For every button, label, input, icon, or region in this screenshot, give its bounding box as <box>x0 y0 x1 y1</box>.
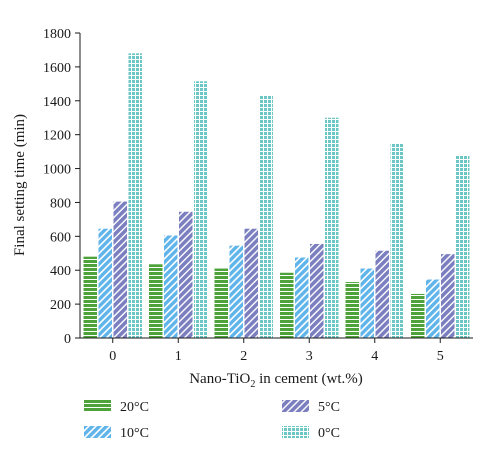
x-tick-label: 5 <box>437 349 444 364</box>
x-axis-title: Nano-TiO2 in cement (wt.%) <box>189 371 363 390</box>
bar-5c-0 <box>113 201 127 338</box>
x-tick-label: 0 <box>109 349 116 364</box>
bar-20c-5 <box>411 293 425 338</box>
bar-20c-4 <box>345 282 359 338</box>
bar-10c-1 <box>164 235 178 338</box>
bar-5c-5 <box>441 254 455 338</box>
x-tick-label: 2 <box>240 349 247 364</box>
bar-10c-2 <box>229 245 243 338</box>
bar-5c-4 <box>375 250 389 338</box>
bar-5c-3 <box>310 243 324 338</box>
bar-10c-5 <box>426 279 440 338</box>
x-tick-label: 3 <box>306 349 313 364</box>
bar-0c-4 <box>390 143 404 338</box>
bar-0c-1 <box>194 81 208 339</box>
bar-0c-5 <box>456 155 470 338</box>
bar-10c-0 <box>98 228 112 338</box>
legend-swatch <box>282 400 309 412</box>
y-tick-label: 800 <box>50 196 71 211</box>
bars-group <box>83 53 470 339</box>
bar-20c-1 <box>149 264 163 338</box>
x-axis: 0 1 2 3 4 5 <box>109 338 444 364</box>
legend-swatch <box>84 400 111 412</box>
bar-0c-0 <box>128 53 142 338</box>
y-tick-label: 200 <box>50 298 71 313</box>
y-tick-label: 1800 <box>43 27 71 42</box>
x-tick-label: 4 <box>371 349 378 364</box>
y-tick-label: 400 <box>50 264 71 279</box>
y-tick-label: 1000 <box>43 163 71 178</box>
legend-label: 5°C <box>318 400 340 415</box>
bar-20c-2 <box>214 268 228 338</box>
legend: 20°C 10°C 5°C 0°C <box>84 400 340 441</box>
bar-5c-1 <box>179 211 193 338</box>
legend-swatch <box>84 426 111 438</box>
y-tick-label: 1600 <box>43 61 71 76</box>
y-tick-label: 1400 <box>43 95 71 110</box>
x-tick-label: 1 <box>175 349 182 364</box>
legend-label: 0°C <box>318 426 340 441</box>
y-axis-title: Final setting time (min) <box>12 114 28 256</box>
bar-20c-3 <box>280 272 294 338</box>
legend-swatch <box>282 426 309 438</box>
bar-0c-3 <box>325 117 339 338</box>
y-axis: 0 200 400 600 800 1000 1200 1400 1600 1800 <box>43 27 80 347</box>
bar-10c-3 <box>295 257 309 338</box>
y-tick-label: 0 <box>64 332 71 347</box>
bar-10c-4 <box>360 268 374 338</box>
bar-20c-0 <box>83 256 97 338</box>
bar-0c-2 <box>259 95 273 338</box>
bar-5c-2 <box>244 228 258 338</box>
y-tick-label: 600 <box>50 230 71 245</box>
legend-label: 10°C <box>120 426 149 441</box>
legend-label: 20°C <box>120 400 149 415</box>
y-tick-label: 1200 <box>43 129 71 144</box>
